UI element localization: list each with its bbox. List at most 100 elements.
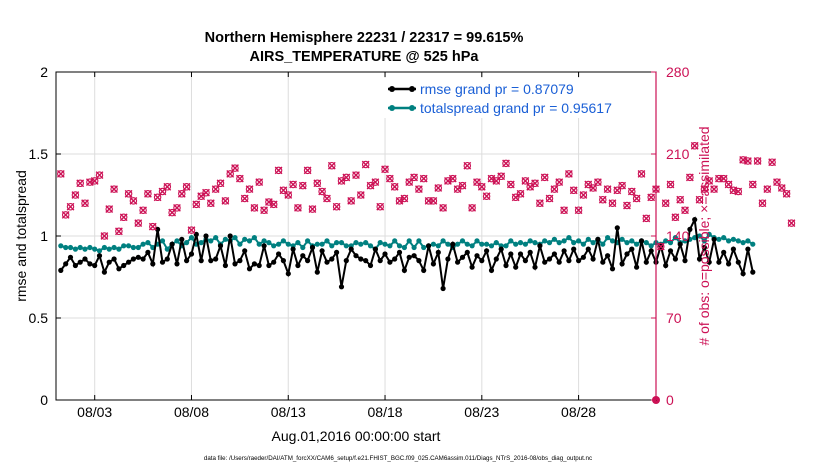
obs-possible-point <box>255 178 263 186</box>
obs-possible-point <box>371 178 380 186</box>
rmse-point <box>227 233 233 239</box>
obs-possible-point <box>787 219 796 227</box>
legend-spread-marker-left <box>389 105 395 111</box>
rmse-point <box>605 253 611 259</box>
obs-assimilated-point <box>124 189 133 198</box>
spread-point <box>329 243 335 249</box>
obs-possible-point <box>555 178 563 186</box>
spread-point <box>730 236 737 242</box>
obs-assimilated-point <box>690 141 699 150</box>
spread-point <box>232 235 238 241</box>
spread-point <box>542 238 548 244</box>
spread-point <box>469 243 475 249</box>
rmse-point <box>426 243 432 249</box>
rmse-point <box>237 258 243 264</box>
obs-possible-point <box>221 197 230 205</box>
spread-point <box>126 243 132 249</box>
spread-point <box>63 244 69 251</box>
spread-point <box>92 246 98 252</box>
rmse-point <box>634 264 640 270</box>
obs-assimilated-point <box>361 160 370 169</box>
obs-assimilated-point <box>656 242 665 251</box>
obs-possible-point <box>608 199 617 207</box>
obs-assimilated-point <box>681 206 689 215</box>
rmse-point <box>324 259 330 265</box>
obs-possible-point <box>628 187 636 196</box>
obs-possible-point <box>526 183 534 191</box>
obs-possible-point <box>540 173 549 182</box>
spread-point <box>285 241 291 247</box>
obs-possible-point <box>245 185 254 193</box>
obs-possible-point <box>357 191 365 199</box>
rmse-point <box>455 259 461 265</box>
obs-possible-point <box>632 194 641 203</box>
obs-assimilated-point <box>724 180 733 189</box>
obs-assimilated-point <box>598 195 607 204</box>
obs-assimilated-point <box>274 166 283 175</box>
spread-point <box>503 243 509 249</box>
spread-point <box>576 238 582 244</box>
obs-possible-point <box>715 174 723 183</box>
obs-possible-point <box>328 161 336 170</box>
obs-possible-point <box>405 178 413 186</box>
obs-possible-point <box>202 188 210 197</box>
obs-possible-point <box>719 174 728 183</box>
rmse-point <box>198 258 204 264</box>
obs-possible-point <box>768 158 776 166</box>
rmse-point <box>246 266 253 272</box>
obs-possible-point <box>724 180 733 189</box>
obs-possible-point <box>76 179 84 188</box>
obs-possible-point <box>178 190 186 198</box>
obs-possible-point <box>260 206 268 214</box>
obs-possible-point <box>173 204 181 212</box>
obs-possible-point <box>536 199 544 207</box>
spread-point <box>479 241 485 247</box>
obs-assimilated-point <box>608 199 617 208</box>
rmse-point <box>130 256 136 262</box>
spread-point <box>740 240 746 246</box>
obs-assimilated-point <box>550 185 559 194</box>
spread-point <box>455 241 461 247</box>
spread-point <box>367 243 374 249</box>
spread-point <box>87 244 93 251</box>
rmse-point <box>358 256 364 262</box>
spread-point <box>96 248 103 254</box>
rmse-point <box>77 259 83 265</box>
rmse-point <box>329 256 335 262</box>
rmse-point <box>363 258 369 264</box>
obs-assimilated-point <box>647 193 656 202</box>
obs-assimilated-point <box>134 219 143 228</box>
obs-assimilated-point <box>289 180 297 189</box>
spread-point <box>256 241 262 247</box>
spread-point <box>353 240 359 246</box>
spread-point <box>111 244 117 251</box>
obs-possible-point <box>153 193 162 202</box>
spread-point <box>67 244 74 251</box>
legend-spread-label: totalspread grand pr = 0.95617 <box>420 100 612 116</box>
spread-point <box>387 243 393 249</box>
obs-possible-point <box>690 142 699 150</box>
spread-point <box>522 241 529 247</box>
rmse-point <box>276 251 282 257</box>
obs-assimilated-point <box>565 170 573 178</box>
spread-point <box>363 240 369 246</box>
rmse-point <box>513 264 519 270</box>
obs-assimilated-point <box>695 195 704 204</box>
rmse-point <box>672 256 679 262</box>
spread-point <box>334 240 340 246</box>
obs-possible-point <box>279 186 288 195</box>
obs-possible-point <box>352 171 360 179</box>
obs-possible-point <box>603 185 612 193</box>
spread-point <box>735 238 741 244</box>
spread-point <box>484 241 490 247</box>
obs-possible-point <box>710 185 718 193</box>
obs-assimilated-point <box>337 177 346 185</box>
rmse-point <box>663 262 669 269</box>
rmse-point <box>266 262 272 269</box>
rmse-point <box>174 261 180 267</box>
obs-assimilated-point <box>661 199 670 208</box>
spread-point <box>590 240 596 246</box>
spread-point <box>82 246 88 252</box>
rmse-point <box>682 258 688 264</box>
rmse-point <box>92 262 98 269</box>
